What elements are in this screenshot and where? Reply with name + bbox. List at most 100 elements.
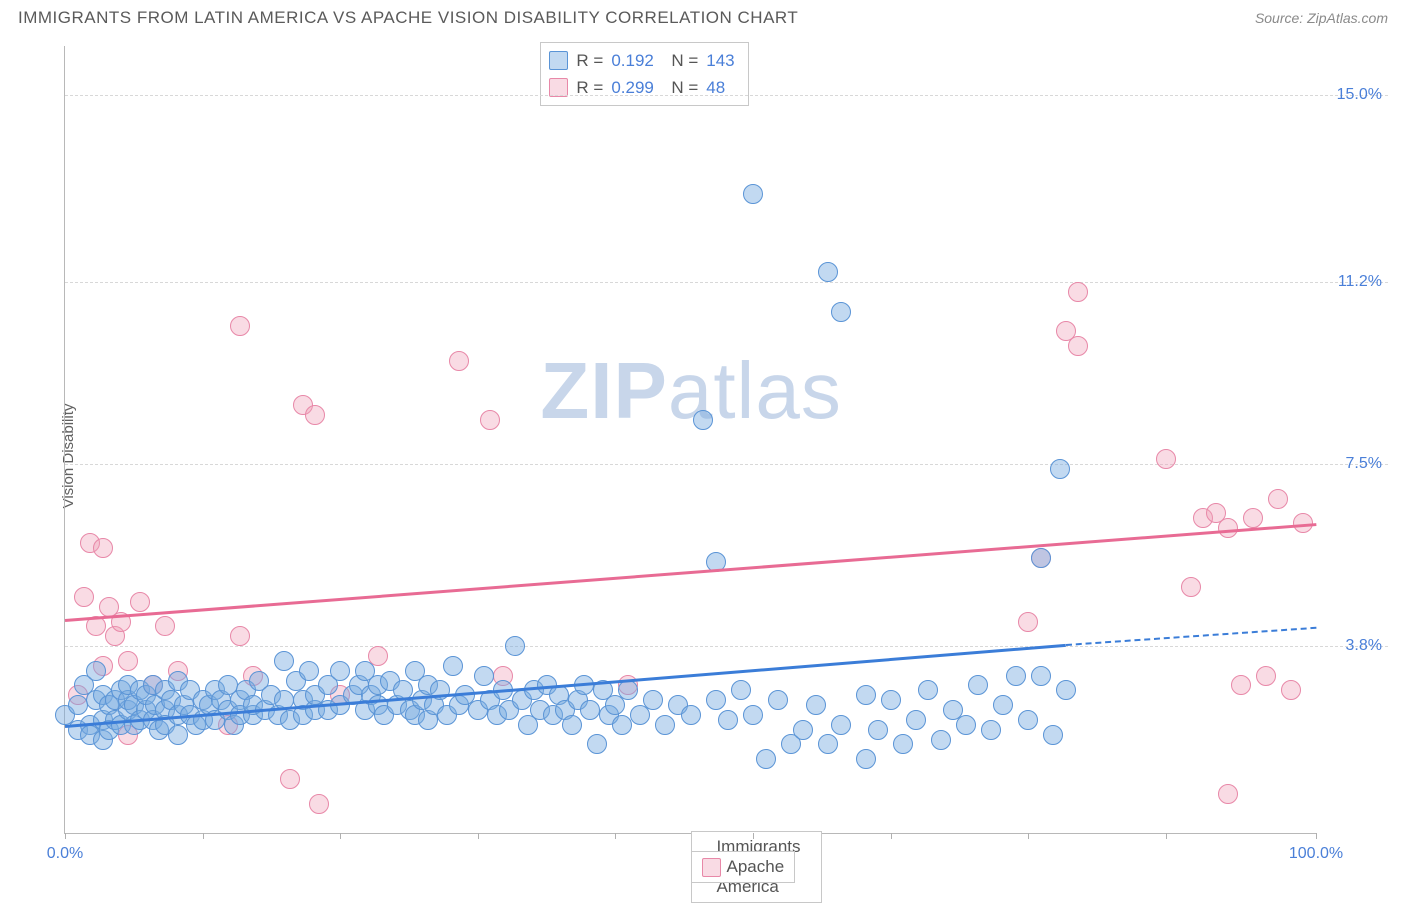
pink-point	[305, 405, 325, 425]
blue-point	[443, 656, 463, 676]
blue-point	[86, 661, 106, 681]
y-tick-label: 7.5%	[1346, 455, 1382, 473]
y-tick-label: 15.0%	[1337, 86, 1382, 104]
x-tick	[753, 833, 754, 839]
watermark-bold: ZIP	[540, 346, 667, 435]
legend-row: R = 0.299 N = 48	[549, 74, 740, 101]
pink-swatch	[702, 858, 721, 877]
gridline	[65, 282, 1388, 283]
pink-point	[230, 316, 250, 336]
blue-point	[818, 262, 838, 282]
x-tick	[891, 833, 892, 839]
blue-point	[505, 636, 525, 656]
x-tick	[1316, 833, 1317, 839]
pink-point	[480, 410, 500, 430]
blue-point	[906, 710, 926, 730]
pink-point	[1218, 518, 1238, 538]
blue-point	[330, 661, 350, 681]
blue-point	[806, 695, 826, 715]
y-tick-label: 11.2%	[1338, 273, 1382, 291]
plot-area: ZIPatlas R = 0.192 N = 143 R = 0.299 N =…	[64, 46, 1316, 834]
blue-point	[68, 695, 88, 715]
blue-point	[856, 685, 876, 705]
blue-point	[768, 690, 788, 710]
pink-point	[130, 592, 150, 612]
blue-point	[655, 715, 675, 735]
pink-point	[1068, 336, 1088, 356]
x-tick	[1028, 833, 1029, 839]
legend-n-label: N =	[671, 74, 698, 101]
x-tick-label: 100.0%	[1289, 845, 1343, 863]
blue-point	[693, 410, 713, 430]
blue-point	[168, 725, 188, 745]
gridline	[65, 464, 1388, 465]
blue-point	[968, 675, 988, 695]
pink-point	[1218, 784, 1238, 804]
blue-trendline	[1066, 626, 1316, 645]
gridline	[65, 95, 1388, 96]
blue-point	[580, 700, 600, 720]
x-tick	[65, 833, 66, 839]
blue-point	[299, 661, 319, 681]
blue-point	[562, 715, 582, 735]
chart-container: Vision Disability ZIPatlas R = 0.192 N =…	[18, 38, 1388, 874]
blue-point	[918, 680, 938, 700]
blue-point	[474, 666, 494, 686]
blue-point	[731, 680, 751, 700]
pink-point	[1281, 680, 1301, 700]
blue-point	[831, 302, 851, 322]
blue-point	[1031, 666, 1051, 686]
legend-n-value: 143	[706, 47, 740, 74]
blue-point	[993, 695, 1013, 715]
legend-item: Apache	[691, 851, 796, 883]
legend-n-value: 48	[706, 74, 740, 101]
pink-point	[1156, 449, 1176, 469]
blue-point	[1018, 710, 1038, 730]
legend-r-value: 0.192	[611, 47, 663, 74]
x-tick-label: 0.0%	[47, 845, 83, 863]
watermark: ZIPatlas	[540, 345, 841, 437]
pink-point	[1243, 508, 1263, 528]
pink-point	[1181, 577, 1201, 597]
blue-point	[643, 690, 663, 710]
pink-point	[230, 626, 250, 646]
x-tick	[203, 833, 204, 839]
blue-point	[681, 705, 701, 725]
pink-point	[449, 351, 469, 371]
pink-point	[1068, 282, 1088, 302]
blue-point	[981, 720, 1001, 740]
blue-point	[718, 710, 738, 730]
legend-label: Apache	[727, 857, 785, 877]
blue-point	[868, 720, 888, 740]
blue-point	[1050, 459, 1070, 479]
legend-row: R = 0.192 N = 143	[549, 47, 740, 74]
correlation-legend: R = 0.192 N = 143 R = 0.299 N = 48	[540, 42, 749, 106]
pink-point	[309, 794, 329, 814]
pink-point	[280, 769, 300, 789]
blue-swatch	[549, 51, 568, 70]
pink-point	[155, 616, 175, 636]
pink-point	[93, 538, 113, 558]
pink-point	[1018, 612, 1038, 632]
x-tick	[478, 833, 479, 839]
blue-point	[856, 749, 876, 769]
pink-point	[1268, 489, 1288, 509]
y-tick-label: 3.8%	[1346, 637, 1382, 655]
blue-point	[1043, 725, 1063, 745]
blue-point	[1056, 680, 1076, 700]
blue-point	[956, 715, 976, 735]
legend-r-label: R =	[576, 47, 603, 74]
legend-n-label: N =	[671, 47, 698, 74]
blue-point	[756, 749, 776, 769]
x-tick	[340, 833, 341, 839]
x-tick	[1166, 833, 1167, 839]
blue-point	[743, 705, 763, 725]
source-attribution: Source: ZipAtlas.com	[1255, 10, 1388, 26]
blue-point	[893, 734, 913, 754]
blue-point	[1031, 548, 1051, 568]
chart-title: IMMIGRANTS FROM LATIN AMERICA VS APACHE …	[18, 8, 798, 28]
blue-point	[706, 690, 726, 710]
blue-point	[1006, 666, 1026, 686]
x-tick	[615, 833, 616, 839]
blue-point	[818, 734, 838, 754]
